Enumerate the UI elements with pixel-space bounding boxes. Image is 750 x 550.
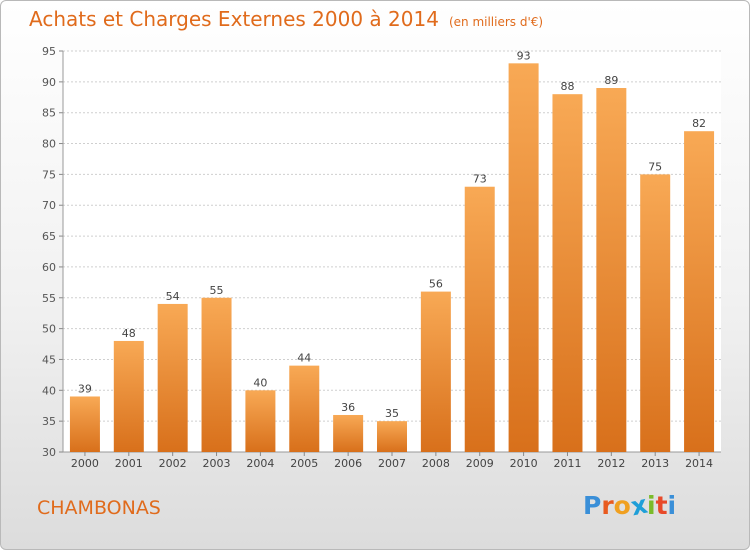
x-tick-label: 2000	[71, 457, 99, 470]
bar	[113, 340, 144, 452]
data-label: 48	[122, 327, 136, 340]
bar	[596, 88, 627, 452]
bar	[245, 390, 276, 452]
data-label: 75	[648, 160, 662, 173]
data-label: 40	[253, 376, 267, 389]
bar	[377, 421, 407, 452]
x-tick-label: 2014	[685, 457, 713, 470]
y-tick-label: 95	[42, 45, 56, 58]
x-tick-label: 2013	[641, 457, 669, 470]
town-name: CHAMBONAS	[37, 497, 161, 519]
x-tick-label: 2011	[553, 457, 581, 470]
data-label: 54	[166, 290, 180, 303]
data-label: 36	[341, 401, 355, 414]
data-label: 82	[692, 117, 706, 130]
y-tick-label: 75	[42, 168, 56, 181]
bar	[69, 396, 100, 452]
data-label: 56	[429, 278, 443, 291]
y-tick-label: 70	[42, 199, 56, 212]
logo-letter: P	[583, 491, 602, 520]
bar	[201, 297, 232, 452]
y-tick-label: 80	[42, 138, 56, 151]
bar	[420, 291, 451, 452]
logo-letter: i	[667, 491, 677, 520]
logo-letter: t	[655, 491, 668, 520]
logo-letter: o	[613, 491, 631, 520]
y-tick-label: 35	[42, 415, 56, 428]
x-tick-label: 2006	[334, 457, 362, 470]
bar	[333, 414, 364, 452]
bar	[464, 186, 495, 452]
data-label: 44	[297, 352, 311, 365]
bar	[640, 174, 671, 452]
y-tick-label: 40	[42, 384, 56, 397]
x-tick-label: 2009	[466, 457, 494, 470]
chart-subtitle: (en milliers d'€)	[448, 15, 544, 29]
y-tick-label: 55	[42, 292, 56, 305]
logo-letter: r	[601, 491, 614, 520]
y-tick-label: 50	[42, 323, 56, 336]
x-tick-label: 2012	[597, 457, 625, 470]
chart-title: Achats et Charges Externes 2000 à 2014 (e…	[29, 7, 543, 31]
y-tick-label: 65	[42, 230, 56, 243]
data-label: 55	[210, 284, 224, 297]
x-tick-label: 2005	[290, 457, 318, 470]
data-label: 89	[604, 74, 618, 87]
bar	[552, 94, 583, 452]
bar	[508, 63, 539, 452]
bar	[157, 303, 188, 452]
x-tick-label: 2001	[115, 457, 143, 470]
y-tick-label: 30	[42, 446, 56, 459]
data-label: 93	[517, 49, 531, 62]
data-label: 88	[560, 80, 574, 93]
y-tick-label: 60	[42, 261, 56, 274]
chart-title-text: Achats et Charges Externes 2000 à 2014	[29, 7, 439, 31]
data-label: 35	[385, 407, 399, 420]
logo-letter: i	[647, 491, 656, 520]
y-tick-label: 85	[42, 107, 56, 120]
bar	[684, 131, 715, 452]
x-tick-label: 2004	[246, 457, 274, 470]
y-tick-label: 90	[42, 76, 56, 89]
x-tick-label: 2003	[203, 457, 231, 470]
y-tick-label: 45	[42, 353, 56, 366]
data-label: 39	[78, 382, 92, 395]
x-tick-label: 2008	[422, 457, 450, 470]
x-tick-label: 2010	[510, 457, 538, 470]
bar	[289, 365, 320, 452]
data-label: 73	[473, 173, 487, 186]
x-tick-label: 2007	[378, 457, 406, 470]
proxiti-logo: Proxiti	[583, 490, 677, 522]
x-tick-label: 2002	[159, 457, 187, 470]
